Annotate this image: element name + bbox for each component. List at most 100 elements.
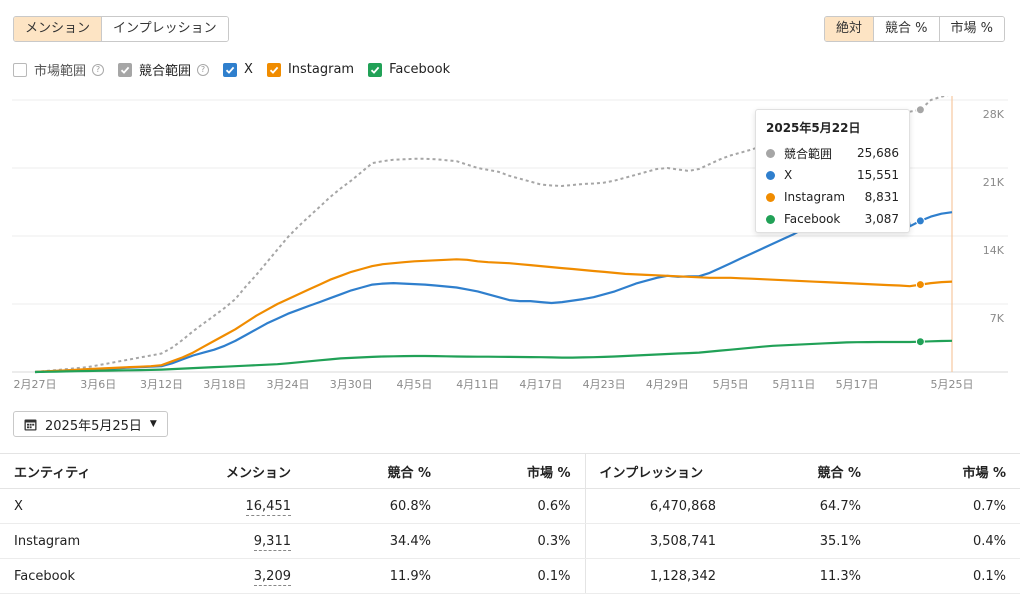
y-axis-labels: 7K 14K 21K 28K — [983, 108, 1005, 325]
hover-markers — [915, 105, 925, 347]
x-tick-label: 4月23日 — [583, 378, 626, 391]
entity-table: エンティティ メンション 競合 % 市場 % インプレッション 競合 % 市場 … — [0, 453, 1020, 594]
series-dot-icon — [766, 148, 775, 158]
tooltip-row: Facebook 3,087 — [766, 208, 899, 230]
legend-label: Facebook — [389, 62, 451, 77]
col-impressions-market-percent[interactable]: 市場 % — [875, 453, 1020, 489]
x-tick-label: 3月24日 — [266, 378, 309, 391]
hover-point — [915, 216, 925, 226]
mentions-link[interactable]: 3,209 — [253, 568, 291, 586]
col-competitor-percent[interactable]: 競合 % — [305, 453, 445, 489]
cell-impressions-market-percent: 0.4% — [875, 523, 1020, 559]
hover-point — [915, 337, 925, 347]
tooltip-series-name: X — [784, 168, 793, 182]
tab-mentions[interactable]: メンション — [14, 17, 103, 41]
tab-competitor-percent[interactable]: 競合 % — [874, 17, 940, 41]
cell-mentions: 9,311 — [160, 523, 305, 559]
tab-impressions[interactable]: インプレッション — [102, 17, 228, 41]
checkbox-checked-icon[interactable] — [118, 62, 133, 77]
cell-impressions-market-percent: 0.1% — [875, 558, 1020, 594]
help-icon[interactable]: ? — [92, 63, 105, 76]
x-tick-label: 4月17日 — [519, 378, 562, 391]
tooltip-series-name: Facebook — [784, 212, 841, 226]
series-dot-icon — [766, 192, 775, 202]
cell-mentions: 16,451 — [160, 488, 305, 524]
x-tick-label: 4月5日 — [396, 378, 432, 391]
x-tick-label: 5月5日 — [713, 378, 749, 391]
x-tick-label: 5月11日 — [772, 378, 815, 391]
cell-competitor-percent: 34.4% — [305, 523, 445, 559]
legend-facebook[interactable]: Facebook — [368, 62, 450, 77]
col-market-percent[interactable]: 市場 % — [445, 453, 585, 489]
legend-label: X — [244, 62, 253, 77]
tooltip-series-value: 3,087 — [864, 212, 899, 226]
x-tick-label: 2月27日 — [14, 378, 57, 391]
checkbox-checked-icon[interactable] — [223, 62, 238, 77]
checkbox-unchecked-icon[interactable] — [13, 62, 27, 77]
chart-tooltip: 2025年5月22日 競合範囲 25,686 X 15,551 Instagra… — [755, 109, 910, 233]
legend-instagram[interactable]: Instagram — [266, 62, 355, 77]
tooltip-date: 2025年5月22日 — [766, 121, 861, 135]
y-tick-label: 28K — [983, 108, 1005, 121]
x-tick-label: 4月29日 — [646, 378, 689, 391]
mentions-line-chart[interactable]: 7K 14K 21K 28K 2月27日 3月6日 3月12日 3月18日 3月24日 3月30… — [0, 96, 1020, 398]
cell-competitor-percent: 60.8% — [305, 488, 445, 524]
tooltip-series-value: 8,831 — [864, 190, 899, 204]
y-tick-label: 7K — [990, 312, 1005, 325]
x-tick-label: 4月11日 — [456, 378, 499, 391]
table-row: X 16,451 60.8% 0.6% 6,470,868 64.7% 0.7% — [0, 488, 1020, 524]
x-tick-label: 3月6日 — [80, 378, 116, 391]
calendar-icon — [24, 418, 37, 431]
help-icon[interactable]: ? — [197, 63, 210, 76]
tooltip-series-value: 25,686 — [857, 146, 899, 160]
chart-legend: 市場範囲 ? 競合範囲 ? X Instagram Facebook — [13, 60, 464, 79]
legend-competitor-range[interactable]: 競合範囲 ? — [118, 60, 210, 79]
cell-entity: X — [0, 488, 160, 524]
hover-point — [915, 280, 925, 290]
legend-label: Instagram — [287, 62, 355, 77]
x-tick-label: 5月25日 — [931, 378, 974, 391]
series-line-Instagram — [34, 258, 953, 374]
checkbox-checked-icon[interactable] — [368, 62, 383, 77]
col-impressions-competitor-percent[interactable]: 競合 % — [730, 453, 875, 489]
cell-market-percent: 0.3% — [445, 523, 585, 559]
tooltip-row: 競合範囲 25,686 — [766, 142, 899, 164]
cell-market-percent: 0.6% — [445, 488, 585, 524]
col-impressions[interactable]: インプレッション — [584, 453, 730, 489]
tooltip-row: X 15,551 — [766, 164, 899, 186]
caret-down-icon: ▼ — [149, 419, 157, 429]
tooltip-row: Instagram 8,831 — [766, 186, 899, 208]
cell-impressions: 3,508,741 — [584, 523, 730, 559]
tab-market-percent[interactable]: 市場 % — [939, 17, 1004, 41]
cell-entity: Instagram — [0, 523, 160, 559]
table-row: Facebook 3,209 11.9% 0.1% 1,128,342 11.3… — [0, 558, 1020, 594]
series-line-Facebook — [34, 339, 953, 374]
x-tick-label: 3月18日 — [203, 378, 246, 391]
x-tick-label: 3月30日 — [330, 378, 373, 391]
date-picker-button[interactable]: 2025年5月25日 ▼ — [13, 411, 168, 437]
scale-toggle: 絶対 競合 % 市場 % — [823, 16, 1005, 42]
x-tick-label: 5月17日 — [836, 378, 879, 391]
series-dot-icon — [766, 214, 775, 224]
col-mentions[interactable]: メンション — [160, 453, 305, 489]
table-header-row: エンティティ メンション 競合 % 市場 % インプレッション 競合 % 市場 … — [0, 453, 1020, 489]
mentions-link[interactable]: 16,451 — [245, 498, 291, 516]
legend-market-range[interactable]: 市場範囲 ? — [13, 60, 105, 79]
y-tick-label: 21K — [983, 176, 1005, 189]
legend-label: 市場範囲 — [34, 64, 87, 79]
series-dot-icon — [766, 170, 775, 180]
hover-point — [915, 105, 925, 115]
mentions-link[interactable]: 9,311 — [253, 533, 291, 551]
cell-impressions-competitor-percent: 11.3% — [730, 558, 875, 594]
cell-impressions: 1,128,342 — [584, 558, 730, 594]
legend-x[interactable]: X — [223, 62, 253, 77]
metric-toggle: メンション インプレッション — [13, 16, 229, 42]
date-picker-label: 2025年5月25日 — [45, 418, 142, 434]
cell-entity: Facebook — [0, 558, 160, 594]
cell-impressions-competitor-percent: 64.7% — [730, 488, 875, 524]
cell-impressions-market-percent: 0.7% — [875, 488, 1020, 524]
tooltip-series-value: 15,551 — [857, 168, 899, 182]
y-tick-label: 14K — [983, 244, 1005, 257]
checkbox-checked-icon[interactable] — [266, 62, 281, 77]
tab-absolute[interactable]: 絶対 — [824, 17, 874, 41]
